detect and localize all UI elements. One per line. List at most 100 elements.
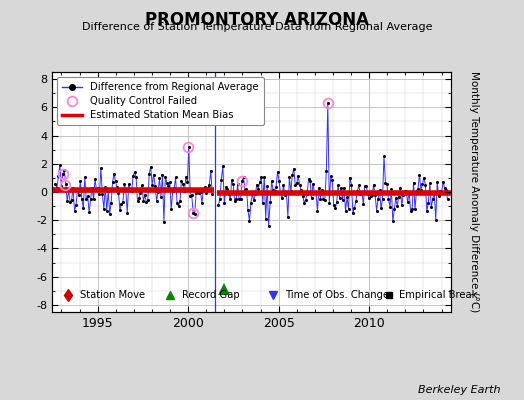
Point (411, 206, 419, 212)
Y-axis label: Monthly Temperature Anomaly Difference (°C): Monthly Temperature Anomaly Difference (… (470, 71, 479, 313)
Point (204, 185, 212, 192)
Point (409, 179, 418, 186)
Point (416, 171, 424, 178)
Point (101, 184, 110, 190)
Point (63, 198, 71, 204)
Point (76, 178, 84, 184)
Point (362, 183, 370, 189)
Point (56, 161, 64, 168)
Point (142, 199, 150, 206)
Point (149, 171, 158, 178)
Point (182, 174, 190, 180)
Point (183, 179, 192, 185)
Point (429, 196, 437, 202)
Point (365, 195, 374, 202)
Point (258, 200, 267, 206)
Point (331, 205, 340, 211)
Point (235, 196, 243, 202)
Point (282, 190, 291, 196)
Point (51, 181, 60, 187)
Point (349, 210, 357, 216)
Point (414, 186, 422, 192)
Point (439, 178, 447, 185)
Point (180, 188, 189, 194)
Point (421, 182, 430, 188)
Point (361, 183, 369, 189)
Point (239, 174, 248, 180)
Point (275, 178, 283, 184)
Point (290, 165, 298, 172)
Point (123, 209, 132, 216)
Point (81, 174, 89, 180)
Point (287, 188, 295, 195)
Point (198, 200, 206, 206)
Point (257, 174, 266, 180)
Point (341, 208, 350, 214)
Point (216, 196, 224, 202)
Point (310, 190, 319, 196)
Point (398, 202, 406, 208)
Point (299, 193, 307, 199)
Point (140, 192, 149, 198)
Point (223, 186, 232, 192)
Point (269, 187, 277, 194)
Point (72, 202, 80, 208)
Point (90, 196, 98, 202)
Point (308, 194, 316, 201)
Point (233, 181, 242, 188)
Point (78, 196, 86, 202)
Point (166, 179, 174, 186)
Point (125, 181, 133, 187)
Point (226, 196, 234, 202)
Point (353, 188, 362, 194)
Point (297, 187, 305, 194)
Point (208, 190, 216, 197)
Point (420, 175, 428, 181)
Point (195, 190, 203, 196)
Point (231, 197, 239, 204)
Point (335, 195, 344, 201)
Point (402, 188, 410, 194)
Point (173, 200, 181, 206)
Point (364, 191, 372, 197)
Point (403, 199, 412, 206)
Point (202, 190, 211, 197)
Point (369, 182, 378, 188)
Point (222, 184, 230, 190)
Point (59, 170, 67, 177)
Point (359, 200, 367, 207)
Point (247, 200, 255, 206)
Point (66, 199, 74, 205)
Point (86, 196, 95, 202)
Point (434, 193, 443, 199)
Point (333, 199, 341, 206)
Point (220, 200, 228, 207)
Point (380, 153, 388, 159)
Text: Time of Obs. Change: Time of Obs. Change (286, 290, 389, 300)
Point (436, 188, 444, 194)
Point (291, 182, 300, 188)
Point (344, 205, 353, 212)
Point (384, 196, 392, 202)
Text: Record Gap: Record Gap (182, 290, 239, 300)
Point (103, 208, 111, 214)
Point (390, 206, 399, 212)
Point (357, 188, 366, 195)
Point (254, 186, 263, 192)
Point (430, 190, 439, 196)
Point (98, 191, 106, 197)
Point (139, 198, 148, 204)
Point (412, 188, 421, 194)
Point (267, 178, 276, 184)
Point (126, 186, 134, 193)
Point (54, 173, 62, 179)
Point (108, 178, 117, 185)
Point (377, 205, 385, 212)
Point (164, 183, 172, 190)
Point (219, 162, 227, 169)
Point (225, 191, 233, 197)
Point (366, 192, 375, 199)
Point (136, 189, 145, 196)
Point (386, 203, 394, 210)
Point (352, 198, 360, 204)
